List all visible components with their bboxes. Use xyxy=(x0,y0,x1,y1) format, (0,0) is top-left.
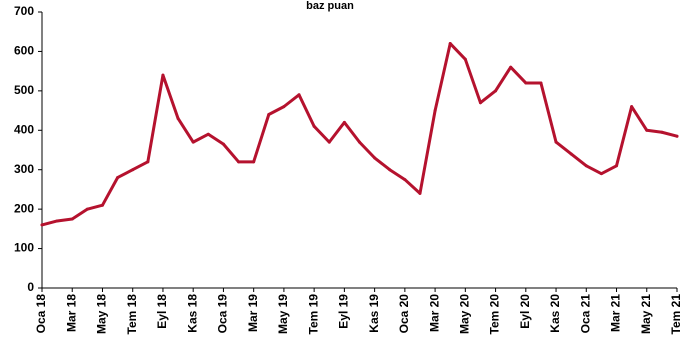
x-tick-label: Kas 18 xyxy=(185,294,199,333)
y-tick-label: 700 xyxy=(14,4,34,18)
data-point xyxy=(509,65,513,69)
x-tick-label: Tem 21 xyxy=(669,294,681,335)
data-point xyxy=(494,89,498,93)
chart-title: baz puan xyxy=(306,0,354,12)
data-point xyxy=(584,164,588,168)
data-point xyxy=(267,113,271,117)
data-point xyxy=(146,160,150,164)
x-tick-label: Mar 20 xyxy=(427,294,441,332)
data-point xyxy=(282,105,286,109)
y-tick-label: 600 xyxy=(14,44,34,58)
x-tick-label: Oca 19 xyxy=(216,294,230,334)
data-point xyxy=(373,156,377,160)
data-point xyxy=(478,101,482,105)
x-tick-label: May 20 xyxy=(458,294,472,334)
x-tick-label: May 19 xyxy=(276,294,290,334)
x-tick-label: Oca 18 xyxy=(34,294,48,334)
data-point xyxy=(206,132,210,136)
y-tick-label: 400 xyxy=(14,122,34,136)
x-tick-label: Eyl 19 xyxy=(337,294,351,329)
y-axis-tick-labels: 0 100 200 300 400 500 600 700 xyxy=(14,4,34,294)
y-axis-tick-marks xyxy=(38,11,42,289)
y-tick-label: 200 xyxy=(14,201,34,215)
x-tick-label: Mar 18 xyxy=(64,294,78,332)
data-point xyxy=(161,73,165,77)
y-tick-label: 100 xyxy=(14,241,34,255)
data-point xyxy=(327,140,331,144)
data-point xyxy=(40,223,44,227)
data-point xyxy=(116,176,120,180)
data-point xyxy=(645,128,649,132)
data-point xyxy=(433,109,437,113)
data-point xyxy=(297,93,301,97)
y-tick-label: 500 xyxy=(14,83,34,97)
data-point xyxy=(237,160,241,164)
x-tick-label: Eyl 18 xyxy=(155,294,169,329)
data-point xyxy=(131,168,135,172)
data-point xyxy=(403,178,407,182)
x-axis-tick-marks xyxy=(41,288,678,292)
data-point xyxy=(70,217,74,221)
data-point xyxy=(569,152,573,156)
y-tick-label: 300 xyxy=(14,162,34,176)
x-tick-label: Tem 20 xyxy=(488,294,502,335)
data-point xyxy=(252,160,256,164)
x-tick-label: Oca 21 xyxy=(578,294,592,334)
data-point xyxy=(342,120,346,124)
series-group xyxy=(40,42,679,227)
data-point xyxy=(524,81,528,85)
x-tick-label: Kas 20 xyxy=(548,294,562,333)
x-tick-label: Eyl 20 xyxy=(518,294,532,329)
data-point xyxy=(55,219,59,223)
x-tick-label: Tem 18 xyxy=(125,294,139,335)
x-axis-tick-labels: Oca 18 Mar 18 May 18 Tem 18 Eyl 18 Kas 18 Oca … xyxy=(34,294,681,335)
data-point xyxy=(176,116,180,120)
x-tick-label: Mar 19 xyxy=(246,294,260,332)
x-tick-label: Kas 19 xyxy=(367,294,381,333)
data-point xyxy=(660,130,664,134)
data-point xyxy=(85,207,89,211)
x-tick-label: Tem 19 xyxy=(306,294,320,335)
data-point xyxy=(630,105,634,109)
data-point xyxy=(418,191,422,195)
data-point xyxy=(599,172,603,176)
x-tick-label: Mar 21 xyxy=(609,294,623,332)
data-point xyxy=(448,42,452,46)
data-point xyxy=(615,164,619,168)
data-point xyxy=(191,140,195,144)
data-point xyxy=(358,140,361,144)
data-point xyxy=(221,142,225,146)
data-point xyxy=(100,203,104,207)
x-tick-label: May 18 xyxy=(95,294,109,334)
data-point xyxy=(675,134,679,138)
x-tick-label: May 21 xyxy=(639,294,653,334)
series-line xyxy=(40,42,679,227)
data-point xyxy=(388,168,392,172)
data-point xyxy=(312,124,316,128)
data-point xyxy=(539,81,543,85)
y-tick-label: 0 xyxy=(27,280,34,294)
data-point xyxy=(554,140,558,144)
x-tick-label: Oca 20 xyxy=(397,294,411,334)
data-point xyxy=(463,57,467,61)
